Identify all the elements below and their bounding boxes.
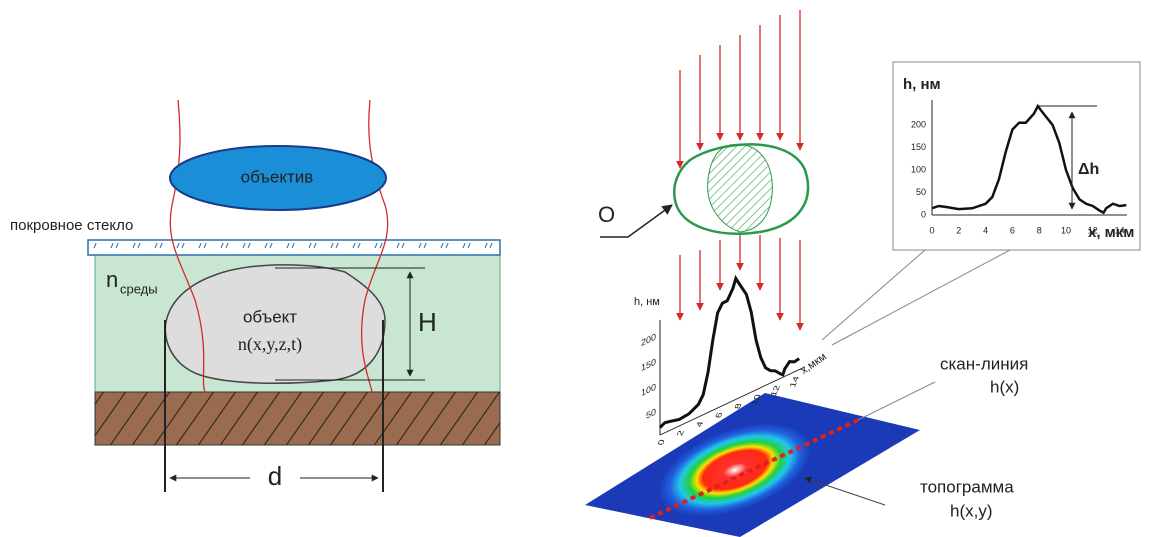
ray	[169, 99, 206, 393]
tick-label: 0	[929, 225, 934, 235]
tick-label: 200	[911, 119, 926, 129]
tick-label: 8	[733, 403, 745, 409]
light-rays	[676, 10, 804, 331]
tick-label: 10	[749, 394, 763, 406]
tick-label: 50	[916, 187, 926, 197]
profile-x-label: x,мкм	[799, 351, 829, 377]
inset-plot: 0 2 4 6 8 10 12 14 0 50 100 150 200	[911, 100, 1127, 235]
n-sub: среды	[120, 281, 158, 296]
topogram-label: h(x,y)	[950, 501, 993, 520]
tick-label: 8	[1037, 225, 1042, 235]
tick-label: 0	[921, 209, 926, 219]
glass-label: покровное стекло	[10, 217, 133, 234]
tick-label: 12	[1088, 225, 1098, 235]
leader	[804, 476, 886, 506]
inset-x-label: x, мкм	[1088, 224, 1134, 241]
cell-pointer	[600, 204, 673, 238]
scan-label: h(x)	[990, 377, 1019, 396]
cell-nucleus	[707, 143, 773, 233]
tick-label: 2	[675, 430, 687, 436]
tick-label: 50	[646, 407, 656, 422]
object-label: объект	[243, 307, 297, 326]
topogram-spot	[658, 423, 812, 517]
tick-label: 14	[1115, 225, 1125, 235]
tick-label: 100	[641, 382, 656, 399]
profile-y-label: h, нм	[634, 296, 660, 308]
tick-label: 200	[641, 332, 656, 349]
profile-curve	[932, 106, 1126, 213]
substrate-hatch	[95, 392, 500, 445]
tick-label: 6	[714, 412, 726, 418]
tick-label: 4	[983, 225, 988, 235]
tick-label: 150	[641, 357, 656, 374]
objective-label: объектив	[241, 167, 314, 186]
left-diagram: объектив покровное стекло n среды объект…	[10, 99, 501, 492]
n-label: n	[106, 267, 118, 292]
inset-box	[892, 61, 1141, 251]
leader	[821, 249, 926, 341]
tick-label: 10	[1061, 225, 1071, 235]
glass-hatch	[92, 243, 498, 253]
axis	[660, 366, 805, 436]
d-label: d	[268, 461, 282, 491]
objective	[169, 145, 387, 211]
cell-label: O	[598, 202, 615, 227]
topogram-label: топограмма	[920, 477, 1014, 496]
tick-label: 4	[694, 421, 706, 427]
tick-label: 14	[788, 376, 802, 388]
scan-line	[649, 418, 859, 520]
leader	[831, 249, 1011, 346]
profile-curve	[660, 249, 799, 433]
scan-label: скан-линия	[940, 354, 1028, 373]
tick-label: 12	[769, 385, 783, 397]
inset-y-label: h, нм	[903, 76, 941, 93]
tick-label: 0	[656, 439, 668, 445]
tick-label: 150	[911, 142, 926, 152]
leader	[857, 381, 936, 421]
tick-label: 2	[956, 225, 961, 235]
h-label: H	[418, 307, 437, 337]
ray	[361, 99, 389, 393]
delta-label: Δh	[1078, 161, 1099, 178]
profile-plot: 0 2 4 6 8 10 12 14 50 100 150 200	[641, 246, 805, 446]
tick-label: 100	[911, 164, 926, 174]
tick-label: 6	[1010, 225, 1015, 235]
object-formula: n(x,y,z,t)	[238, 334, 302, 355]
